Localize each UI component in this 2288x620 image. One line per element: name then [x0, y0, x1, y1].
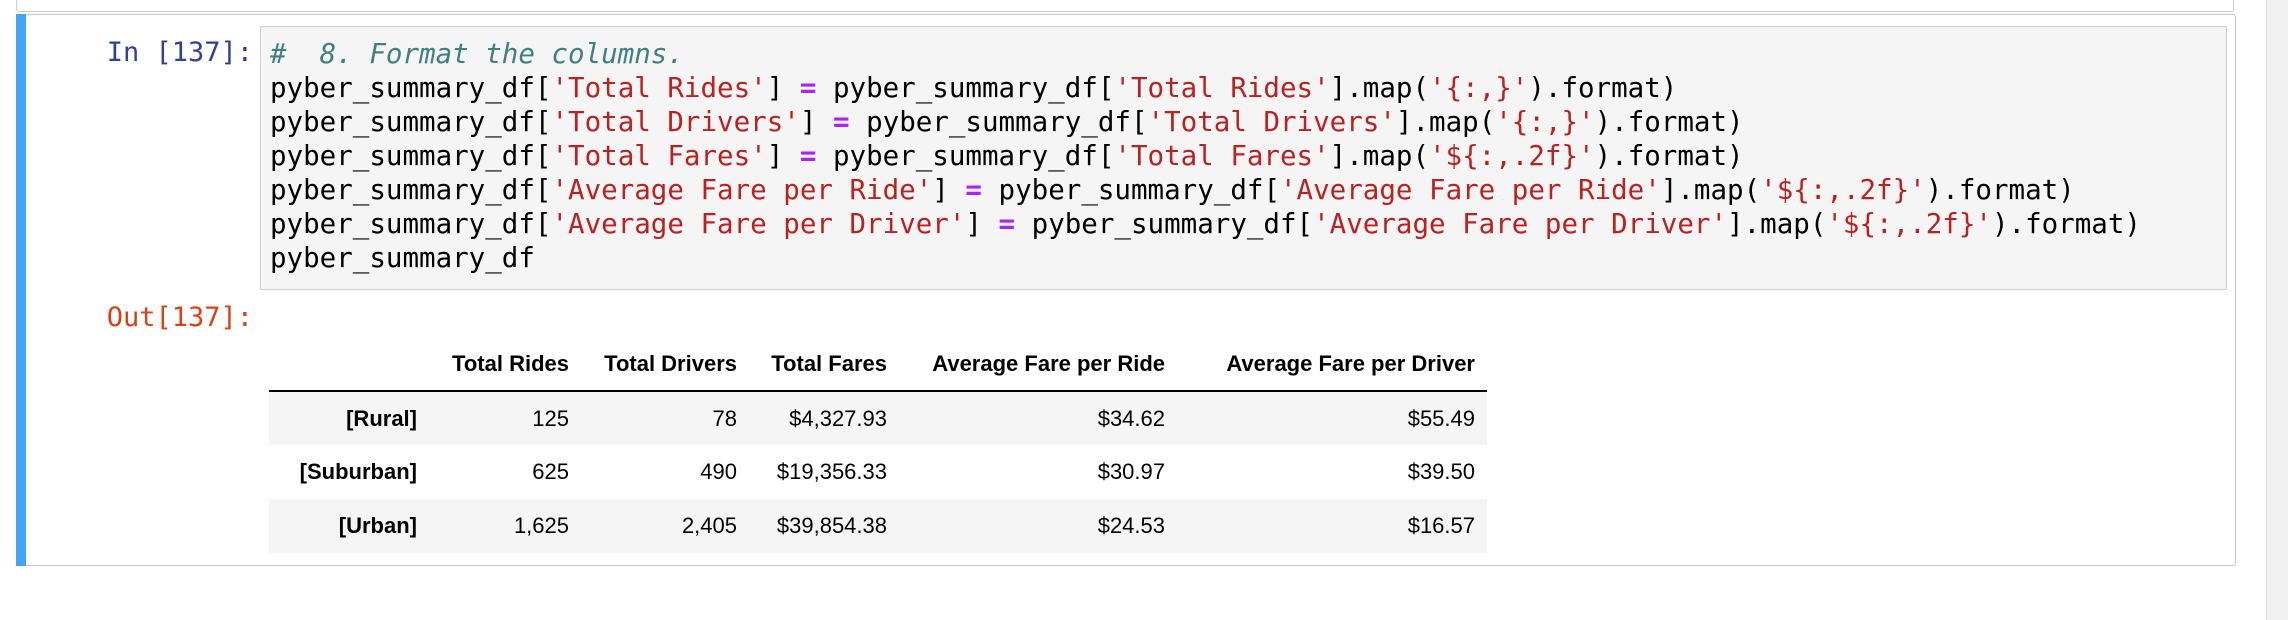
code-variable: pyber_summary_df — [832, 140, 1098, 172]
table-header-row: Total Rides Total Drivers Total Fares Av… — [269, 337, 1487, 392]
code-operator: = — [799, 140, 817, 172]
code-string: 'Total Drivers' — [551, 106, 800, 138]
code-string: 'Total Drivers' — [1147, 106, 1396, 138]
output-prompt: Out[137]: — [106, 302, 253, 333]
table-cell: $39,854.38 — [776, 513, 887, 538]
code-variable: pyber_summary_df — [270, 174, 535, 206]
code-string: 'Total Fares' — [551, 140, 767, 172]
cell-selection-indicator — [16, 14, 26, 566]
code-variable: pyber_summary_df — [1031, 208, 1297, 240]
code-string: '${:,.2f}' — [1760, 174, 1926, 206]
code-variable: pyber_summary_df — [832, 72, 1098, 104]
code-string: 'Total Rides' — [1114, 72, 1330, 104]
code-string: 'Average Fare per Ride' — [551, 174, 933, 206]
code-line: pyber_summary_df['Total Drivers'] = pybe… — [270, 106, 1744, 138]
code-cell[interactable]: In [137]: # 8. Format the columns. pyber_… — [16, 14, 2236, 566]
code-variable: pyber_summary_df — [866, 106, 1131, 138]
table-row: [Urban] 1,625 2,405 $39,854.38 $24.53 $1… — [269, 499, 1487, 553]
previous-cell-edge — [16, 0, 2234, 12]
summary-dataframe: Total Rides Total Drivers Total Fares Av… — [269, 337, 1487, 553]
code-variable: pyber_summary_df — [270, 242, 535, 274]
code-string: 'Average Fare per Driver' — [1313, 208, 1728, 240]
column-header-avg-fare-per-driver: Average Fare per Driver — [1177, 337, 1487, 392]
table-row: [Rural] 125 78 $4,327.93 $34.62 $55.49 — [269, 391, 1487, 445]
table-cell: $30.97 — [1097, 459, 1165, 484]
code-string: 'Average Fare per Driver' — [551, 208, 966, 240]
code-operator: = — [799, 72, 817, 104]
code-variable: pyber_summary_df — [998, 174, 1264, 206]
code-variable: pyber_summary_df — [270, 140, 535, 172]
table-cell: 125 — [532, 405, 569, 431]
table-cell: 1,625 — [513, 513, 569, 538]
code-string: '${:,.2f}' — [1429, 140, 1595, 172]
column-header-total-fares: Total Fares — [749, 337, 899, 392]
row-index: [Rural] — [346, 405, 417, 431]
code-string: '{:,}' — [1429, 72, 1529, 104]
table-cell: $4,327.93 — [789, 405, 887, 431]
code-comment: # 8. Format the columns. — [270, 38, 684, 70]
column-header-total-drivers: Total Drivers — [581, 337, 749, 392]
table-cell: 625 — [532, 459, 569, 484]
code-line: pyber_summary_df['Total Fares'] = pyber_… — [270, 140, 1744, 172]
code-operator: = — [832, 106, 850, 138]
code-comment-line: # 8. Format the columns. — [270, 37, 2226, 71]
code-line: pyber_summary_df['Total Rides'] = pyber_… — [270, 72, 1678, 104]
code-string: 'Total Rides' — [551, 72, 767, 104]
code-operator: = — [998, 208, 1016, 240]
code-string: '${:,.2f}' — [1826, 208, 1992, 240]
code-variable: pyber_summary_df — [270, 72, 535, 104]
table-cell: 78 — [712, 405, 737, 431]
input-prompt: In [137]: — [106, 37, 253, 68]
table-cell: $19,356.33 — [776, 459, 887, 484]
code-string: 'Total Fares' — [1114, 140, 1330, 172]
code-text[interactable]: # 8. Format the columns. pyber_summary_df… — [261, 27, 2226, 275]
column-header-total-rides: Total Rides — [429, 337, 581, 392]
row-index: [Suburban] — [299, 459, 417, 484]
column-header-index — [269, 337, 429, 392]
output-area: Total Rides Total Drivers Total Fares Av… — [269, 337, 1487, 553]
code-operator: = — [965, 174, 982, 206]
table-cell: $16.57 — [1407, 513, 1475, 538]
code-editor[interactable]: # 8. Format the columns. pyber_summary_df… — [260, 26, 2227, 290]
code-variable: pyber_summary_df — [270, 208, 535, 240]
scrollbar[interactable] — [2266, 0, 2288, 620]
table-cell: 2,405 — [681, 513, 737, 538]
code-string: '{:,}' — [1495, 106, 1595, 138]
table-cell: $39.50 — [1407, 459, 1475, 484]
code-line: pyber_summary_df — [270, 241, 2226, 275]
column-header-avg-fare-per-ride: Average Fare per Ride — [899, 337, 1177, 392]
table-cell: $24.53 — [1097, 513, 1165, 538]
table-cell: $55.49 — [1407, 405, 1475, 431]
code-line: pyber_summary_df['Average Fare per Ride'… — [270, 174, 2075, 206]
code-variable: pyber_summary_df — [270, 106, 535, 138]
code-string: 'Average Fare per Ride' — [1280, 174, 1661, 206]
code-line: pyber_summary_df['Average Fare per Drive… — [270, 208, 2141, 240]
row-index: [Urban] — [338, 513, 417, 538]
table-cell: 490 — [700, 459, 737, 484]
table-cell: $34.62 — [1097, 405, 1165, 431]
table-row: [Suburban] 625 490 $19,356.33 $30.97 $39… — [269, 445, 1487, 499]
